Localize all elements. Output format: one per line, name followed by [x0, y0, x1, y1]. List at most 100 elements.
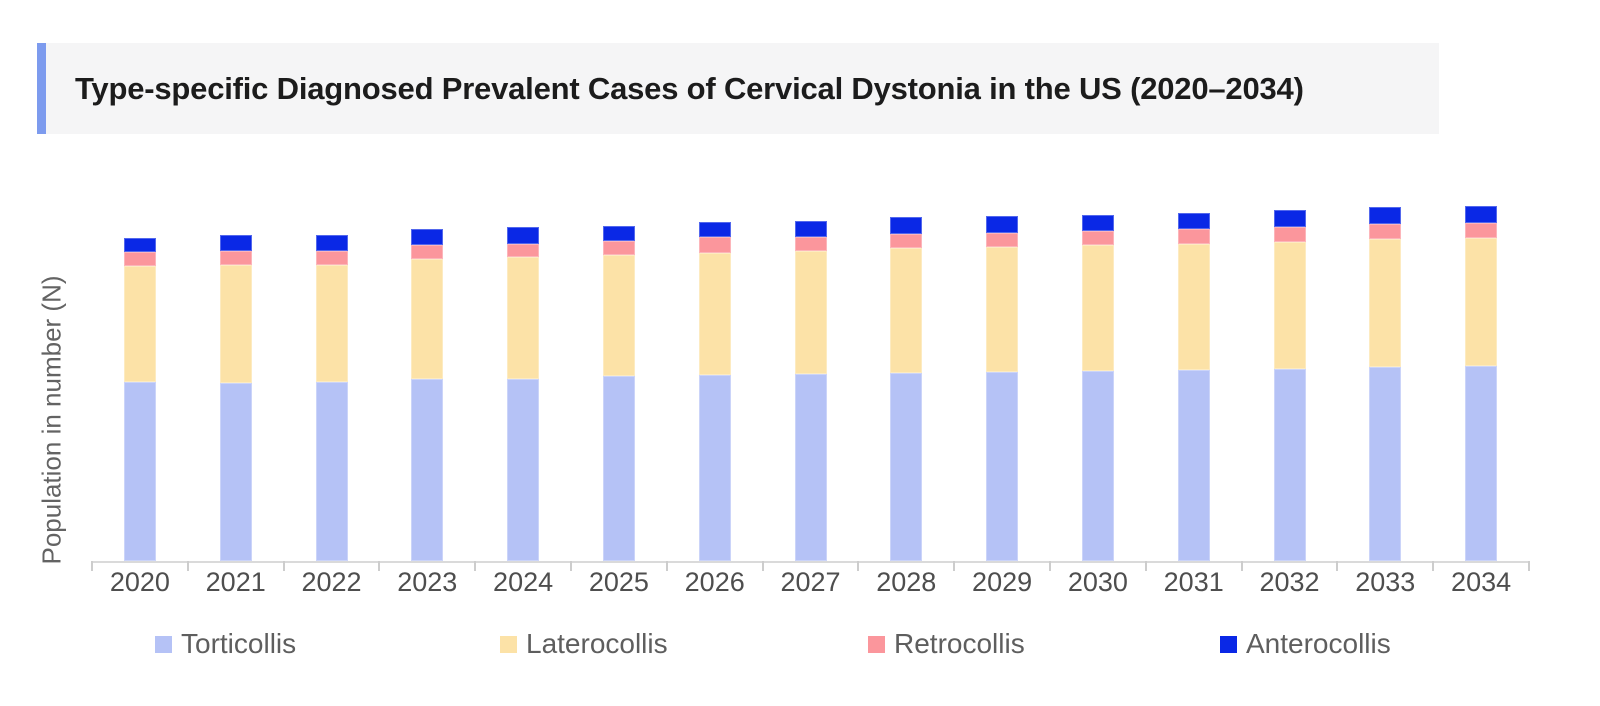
retrocollis-segment — [507, 244, 540, 257]
bar-2032 — [1273, 210, 1306, 561]
x-tick — [1336, 561, 1339, 571]
x-tick — [665, 561, 668, 571]
anterocollis-segment — [794, 221, 827, 237]
retrocollis-segment — [890, 234, 923, 248]
anterocollis-segment — [1081, 215, 1114, 231]
retrocollis-segment — [1081, 231, 1114, 245]
legend-label: Laterocollis — [526, 628, 668, 659]
x-axis-line — [92, 561, 1529, 563]
laterocollis-segment — [1081, 245, 1114, 371]
anterocollis-segment — [123, 238, 156, 252]
x-tick-label: 2032 — [1259, 567, 1320, 597]
torticollis-segment — [1273, 369, 1306, 561]
torticollis-segment — [1465, 366, 1498, 561]
laterocollis-segment — [315, 265, 348, 382]
laterocollis-segment — [794, 251, 827, 374]
x-tick — [282, 561, 285, 571]
laterocollis-segment — [123, 266, 156, 382]
x-tick — [1432, 561, 1435, 571]
torticollis-segment — [123, 382, 156, 561]
torticollis-segment — [1177, 370, 1210, 561]
legend-item-torticollis[interactable]: Torticollis — [155, 628, 297, 659]
anterocollis-segment — [602, 226, 635, 241]
retrocollis-segment — [411, 245, 444, 259]
torticollis-segment — [411, 379, 444, 561]
retrocollis-segment — [1465, 223, 1498, 238]
anterocollis-segment — [1273, 210, 1306, 227]
x-tick — [474, 561, 477, 571]
anterocollis-segment — [1177, 213, 1210, 229]
laterocollis-segment — [1369, 239, 1402, 367]
x-tick-label: 2022 — [301, 567, 362, 597]
laterocollis-segment — [219, 265, 252, 383]
retrocollis-segment — [123, 252, 156, 266]
laterocollis-segment — [1177, 244, 1210, 370]
x-tick — [761, 561, 764, 571]
x-tick — [186, 561, 189, 571]
x-tick — [1240, 561, 1243, 571]
x-tick-label: 2026 — [684, 567, 745, 597]
retrocollis-segment — [1273, 227, 1306, 242]
legend-item-retrocollis[interactable]: Retrocollis — [868, 628, 1025, 659]
x-tick-label: 2033 — [1355, 567, 1416, 597]
torticollis-segment — [890, 373, 923, 561]
laterocollis-segment — [1273, 242, 1306, 369]
legend-label: Retrocollis — [894, 628, 1025, 659]
retrocollis-segment — [315, 251, 348, 265]
title-bar: Type-specific Diagnosed Prevalent Cases … — [46, 43, 1439, 134]
x-tick-label: 2030 — [1067, 567, 1128, 597]
x-tick-label: 2023 — [397, 567, 458, 597]
x-tick — [953, 561, 956, 571]
x-tick-label: 2020 — [109, 567, 170, 597]
bar-2031 — [1177, 213, 1210, 561]
bar-2026 — [698, 222, 731, 561]
bar-2028 — [890, 217, 923, 561]
anterocollis-segment — [411, 229, 444, 245]
laterocollis-segment — [1465, 238, 1498, 366]
anterocollis-segment — [1465, 206, 1498, 223]
x-tick — [570, 561, 572, 571]
retrocollis-segment — [986, 233, 1019, 247]
x-tick — [1049, 561, 1051, 571]
anterocollis-segment — [890, 217, 923, 234]
x-tick-label: 2031 — [1163, 567, 1224, 597]
bar-2024 — [507, 227, 540, 561]
x-tick-label: 2021 — [205, 567, 266, 597]
anterocollis-segment — [986, 216, 1019, 233]
torticollis-segment — [1369, 367, 1402, 561]
retrocollis-segment — [602, 241, 635, 255]
legend-label: Torticollis — [181, 628, 297, 659]
y-axis-label: Population in number (N) — [36, 275, 67, 565]
chart-title: Type-specific Diagnosed Prevalent Cases … — [75, 70, 1304, 106]
bar-2030 — [1081, 215, 1114, 561]
bar-2034 — [1465, 206, 1498, 561]
bar-2025 — [602, 226, 635, 561]
x-tick-label: 2025 — [588, 567, 649, 597]
legend-item-anterocollis[interactable]: Anterocollis — [1220, 628, 1391, 659]
bar-2029 — [986, 216, 1019, 561]
legend-swatch-laterocollis — [500, 635, 517, 653]
laterocollis-segment — [507, 257, 540, 379]
legend-item-laterocollis[interactable]: Laterocollis — [500, 628, 668, 659]
bar-2022 — [315, 235, 348, 561]
x-tick-label: 2024 — [493, 567, 554, 597]
anterocollis-segment — [219, 235, 252, 251]
laterocollis-segment — [411, 259, 444, 379]
x-tick — [91, 561, 93, 571]
torticollis-segment — [986, 372, 1019, 561]
legend-label: Anterocollis — [1246, 628, 1391, 659]
legend-swatch-anterocollis — [1220, 635, 1237, 653]
laterocollis-segment — [602, 255, 635, 376]
x-tick-label: 2029 — [972, 567, 1033, 597]
anterocollis-segment — [1369, 207, 1402, 224]
anterocollis-segment — [315, 235, 348, 251]
torticollis-segment — [1081, 371, 1114, 561]
laterocollis-segment — [698, 253, 731, 375]
anterocollis-segment — [698, 222, 731, 237]
bar-2021 — [219, 235, 252, 561]
torticollis-segment — [507, 379, 540, 561]
legend-swatch-retrocollis — [868, 635, 885, 653]
retrocollis-segment — [1177, 229, 1210, 244]
bar-2020 — [123, 238, 156, 561]
